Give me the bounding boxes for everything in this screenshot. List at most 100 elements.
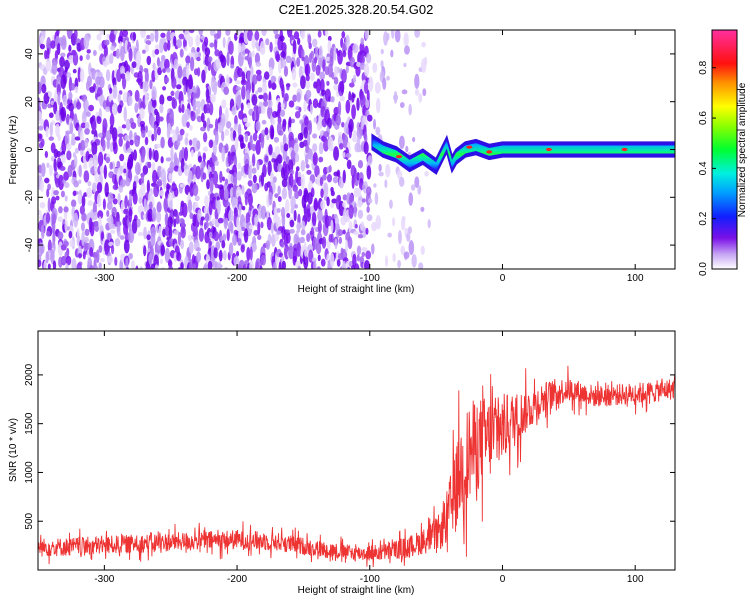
heatmap-cell xyxy=(243,228,249,243)
heatmap-cell xyxy=(93,265,99,269)
heatmap-cell xyxy=(306,233,311,243)
heatmap-cell xyxy=(40,162,46,177)
heatmap-cell xyxy=(66,143,72,151)
heatmap-cell xyxy=(418,93,423,103)
heatmap-cell xyxy=(105,106,111,113)
heatmap-cell xyxy=(176,137,181,147)
heatmap-cell xyxy=(82,250,86,260)
heatmap-cell xyxy=(177,78,184,85)
heatmap-cell xyxy=(338,236,343,245)
heatmap-cell xyxy=(197,51,202,58)
heatmap-cell xyxy=(304,256,308,264)
heatmap-cell xyxy=(372,118,377,130)
heatmap-cell xyxy=(116,160,121,169)
heatmap-cell xyxy=(197,155,203,163)
heatmap-cell xyxy=(203,120,207,129)
heatmap-cell xyxy=(128,47,133,62)
heatmap-cell xyxy=(354,263,360,269)
heatmap-cell xyxy=(262,92,268,102)
heatmap-cell xyxy=(391,30,395,39)
heatmap-cell xyxy=(133,149,138,161)
heatmap-cell xyxy=(125,118,131,131)
heatmap-cell xyxy=(306,97,310,104)
heatmap-cell xyxy=(249,164,253,180)
heatmap-cell xyxy=(312,133,318,139)
heatmap-cell xyxy=(111,206,117,217)
heatmap-cell xyxy=(204,213,210,222)
heatmap-cell xyxy=(382,77,387,90)
heatmap-cell xyxy=(117,133,124,138)
heatmap-cell xyxy=(146,34,151,40)
heatmap-cell xyxy=(166,125,171,139)
heatmap-cell xyxy=(104,39,110,46)
heatmap-cell xyxy=(237,162,242,170)
heatmap-cell xyxy=(375,126,381,136)
heatmap-cell xyxy=(61,154,66,164)
colorbar: 0.0 0.2 0.4 0.6 0.8 Normalized spectral ampl… xyxy=(698,29,748,276)
heatmap-cell xyxy=(188,124,193,131)
heatmap-cell xyxy=(103,44,108,59)
heatmap-cell xyxy=(134,102,139,113)
heatmap-cell xyxy=(40,243,45,254)
heatmap-cell xyxy=(205,221,209,229)
heatmap-cell xyxy=(406,232,411,242)
heatmap-y-ticks: -40 -20 0 20 40 xyxy=(24,48,675,252)
snr-x-tick-label: 0 xyxy=(500,574,506,585)
heatmap-cell xyxy=(403,32,409,47)
heatmap-cell xyxy=(184,30,190,41)
heatmap-cell xyxy=(68,230,73,239)
snr-frame xyxy=(37,330,676,571)
heatmap-cell xyxy=(319,71,326,80)
heatmap-cell xyxy=(408,240,415,256)
heatmap-cell xyxy=(76,262,82,269)
heatmap-cell xyxy=(127,154,134,170)
heatmap-cell xyxy=(187,234,193,242)
heatmap-cell xyxy=(57,91,61,106)
heatmap-cell xyxy=(180,226,186,239)
heatmap-cell xyxy=(303,100,307,113)
heatmap-cell xyxy=(254,30,260,41)
heatmap-cell xyxy=(281,187,288,200)
heatmap-cell xyxy=(68,44,72,53)
heatmap-cell xyxy=(45,251,49,264)
heatmap-cell xyxy=(251,242,257,252)
heatmap-cell xyxy=(103,164,108,180)
heatmap-cell xyxy=(96,193,102,208)
heatmap-cell xyxy=(179,48,184,58)
heatmap-cell xyxy=(124,71,131,82)
heatmap-cell xyxy=(38,259,42,268)
heatmap-cell xyxy=(221,117,226,126)
heatmap-cell xyxy=(211,163,215,173)
heatmap-cell xyxy=(60,74,67,90)
heatmap-cell xyxy=(296,57,301,67)
heatmap-cell xyxy=(236,170,242,181)
heatmap-cell xyxy=(341,69,347,84)
heatmap-cell xyxy=(293,31,300,40)
heatmap-cell xyxy=(175,214,180,225)
heatmap-cell xyxy=(281,178,288,188)
heatmap-cell xyxy=(66,72,72,78)
heatmap-cell xyxy=(89,264,95,269)
heatmap-cell xyxy=(323,182,329,198)
heatmap-cell xyxy=(81,212,87,222)
heatmap-cell xyxy=(378,163,382,172)
heatmap-cell xyxy=(46,188,50,198)
heatmap-cell xyxy=(270,75,277,84)
heatmap-cell xyxy=(251,50,255,58)
heatmap-cell xyxy=(362,226,367,239)
heatmap-cell xyxy=(263,100,269,107)
heatmap-cell xyxy=(160,32,166,38)
heatmap-cell xyxy=(119,235,125,240)
heatmap-cell xyxy=(47,263,51,269)
heatmap-cell xyxy=(272,261,277,269)
heatmap-cell xyxy=(356,254,360,262)
heatmap-cell xyxy=(364,30,369,40)
colorbar-gradient xyxy=(711,29,738,270)
heatmap-cell xyxy=(227,155,234,166)
heatmap-cell xyxy=(208,231,213,238)
heatmap-cell xyxy=(216,196,220,201)
colorbar-tick-label: 0.4 xyxy=(698,161,709,175)
heatmap-cell xyxy=(208,139,214,149)
heatmap-cell xyxy=(305,74,310,82)
heatmap-cell xyxy=(352,136,358,143)
